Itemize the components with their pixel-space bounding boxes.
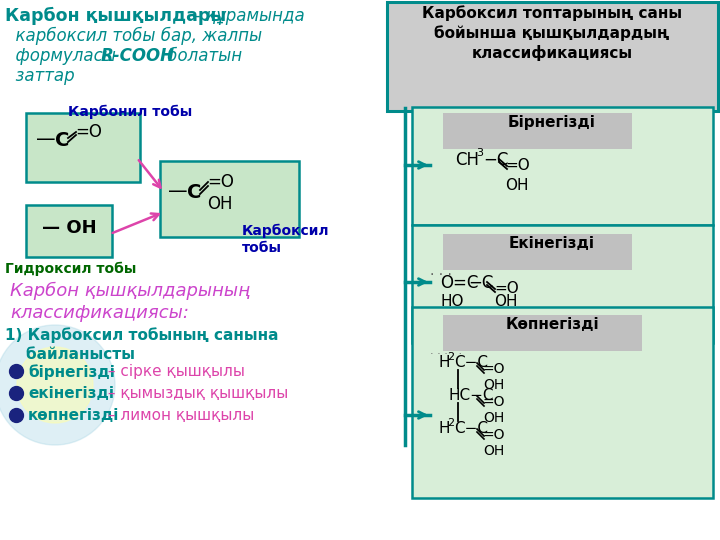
Text: =O: =O [505, 158, 530, 173]
Circle shape [0, 325, 115, 445]
Text: Карбон қышқылдарының: Карбон қышқылдарының [10, 282, 250, 300]
Text: Көпнегізді: Көпнегізді [505, 317, 599, 332]
FancyBboxPatch shape [412, 307, 713, 498]
FancyBboxPatch shape [443, 234, 632, 270]
FancyBboxPatch shape [443, 113, 632, 149]
Text: заттар: заттар [5, 67, 75, 85]
Text: Екінегізді: Екінегізді [509, 236, 595, 251]
Text: O=C: O=C [440, 274, 478, 292]
Text: =O: =O [75, 123, 102, 141]
Text: OH: OH [483, 378, 504, 392]
Text: – қымыздық қышқылы: – қымыздық қышқылы [103, 386, 288, 401]
Text: −C: −C [483, 151, 508, 169]
Text: 3: 3 [476, 148, 483, 158]
Text: 1) Карбоксил тобының санына: 1) Карбоксил тобының санына [5, 327, 279, 343]
Text: формуласы: формуласы [5, 47, 121, 65]
Text: 2: 2 [447, 352, 454, 362]
Text: екінегізді: екінегізді [28, 386, 114, 401]
Text: =O: =O [207, 173, 234, 191]
Text: – құрамында: – құрамында [187, 7, 305, 25]
Text: Карбоксил топтарының саны: Карбоксил топтарының саны [422, 5, 682, 21]
Text: байланысты: байланысты [5, 347, 135, 362]
FancyBboxPatch shape [443, 315, 642, 351]
Text: H: H [438, 355, 449, 370]
Text: C: C [55, 131, 69, 150]
Text: – сірке қышқылы: – сірке қышқылы [103, 364, 245, 379]
FancyBboxPatch shape [412, 107, 713, 225]
Text: =O: =O [483, 362, 505, 376]
Text: – лимон қышқылы: – лимон қышқылы [103, 408, 254, 423]
Text: =O: =O [494, 281, 518, 296]
Text: OH: OH [483, 411, 504, 425]
Text: R-COOH: R-COOH [101, 47, 175, 65]
Text: —: — [168, 183, 188, 201]
FancyBboxPatch shape [160, 161, 299, 237]
Text: — OH: — OH [42, 219, 96, 237]
Text: OH: OH [483, 444, 504, 458]
Text: CH: CH [455, 151, 479, 169]
Text: Карбонил тобы: Карбонил тобы [68, 105, 192, 119]
Text: 2: 2 [447, 418, 454, 428]
Text: көпнегізді: көпнегізді [28, 408, 120, 423]
Text: C: C [187, 183, 202, 201]
Text: Карбон қышқылдары: Карбон қышқылдары [5, 7, 226, 25]
Text: =O: =O [483, 428, 505, 442]
Text: карбоксил тобы бар, жалпы: карбоксил тобы бар, жалпы [5, 27, 262, 45]
Text: · · · · ·: · · · · · [430, 349, 462, 359]
Point [10, 367, 22, 375]
Text: C−C: C−C [454, 355, 488, 370]
Circle shape [17, 347, 93, 423]
Text: Гидроксил тобы: Гидроксил тобы [5, 262, 136, 276]
Text: Карбоксил
тобы: Карбоксил тобы [242, 224, 330, 254]
Text: OH: OH [494, 294, 518, 309]
Text: =O: =O [483, 395, 505, 409]
Text: бірнегізді: бірнегізді [28, 364, 115, 380]
Text: болатын: болатын [162, 47, 242, 65]
FancyBboxPatch shape [412, 225, 713, 343]
FancyBboxPatch shape [26, 205, 112, 257]
Point [10, 389, 22, 397]
FancyBboxPatch shape [387, 2, 718, 111]
Text: OH: OH [207, 195, 233, 213]
Text: классификациясы:: классификациясы: [10, 304, 189, 322]
Text: —: — [36, 131, 55, 150]
Text: классификациясы: классификациясы [472, 45, 633, 61]
Text: OH: OH [505, 178, 528, 193]
Text: H: H [438, 421, 449, 436]
Text: HO: HO [440, 294, 464, 309]
Text: C−C: C−C [454, 421, 488, 436]
Text: −C: −C [468, 274, 493, 292]
Point [10, 411, 22, 420]
Text: · · ·: · · · [430, 268, 452, 282]
Text: HC−C: HC−C [449, 388, 495, 403]
FancyBboxPatch shape [26, 113, 140, 182]
Text: бойынша қышқылдардың: бойынша қышқылдардың [434, 25, 670, 40]
Text: Бірнегізді: Бірнегізді [508, 115, 596, 130]
